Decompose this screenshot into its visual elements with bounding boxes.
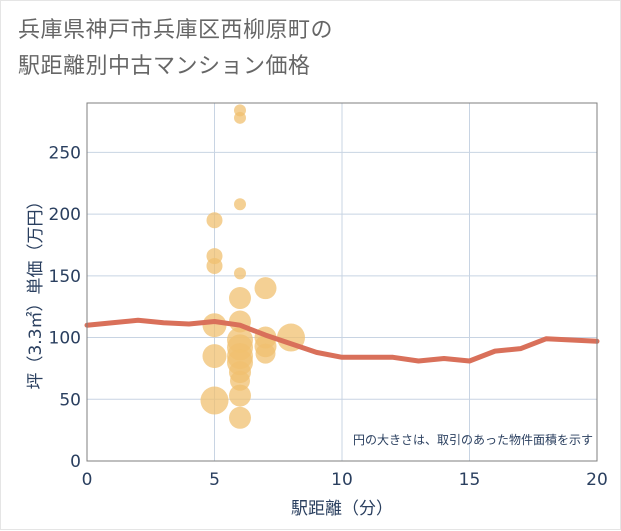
bubble-point xyxy=(234,198,246,211)
bubble-point xyxy=(254,277,277,300)
bubble-point xyxy=(229,287,251,310)
title-line-2: 駅距離別中古マンション価格 xyxy=(18,54,311,79)
bubble-point xyxy=(234,267,246,280)
bubble-point xyxy=(202,344,227,369)
y-tick-label: 150 xyxy=(49,267,81,287)
bubble-point xyxy=(206,212,223,229)
x-tick-label: 20 xyxy=(586,470,608,490)
y-tick-label: 100 xyxy=(49,329,81,349)
bubble-point xyxy=(206,257,223,274)
bubble-point xyxy=(200,386,229,415)
x-axis-ticks: 0 5 10 15 20 xyxy=(82,470,608,490)
plot-border xyxy=(86,102,598,462)
x-axis-title: 駅距離（分） xyxy=(291,499,393,519)
bubble-point xyxy=(230,370,250,391)
y-tick-label: 200 xyxy=(49,205,81,225)
title-line-1: 兵庫県神戸市兵庫区西柳原町の xyxy=(18,18,334,43)
y-tick-label: 50 xyxy=(59,390,81,410)
x-tick-label: 0 xyxy=(82,470,93,490)
bubble-series xyxy=(200,104,305,429)
bubble-point xyxy=(229,406,251,429)
bubble-point xyxy=(255,343,276,364)
bubble-point xyxy=(229,384,251,407)
y-tick-label: 0 xyxy=(70,452,81,472)
gridlines xyxy=(87,103,597,461)
y-axis-title: 坪（3.3㎡）単価（万円） xyxy=(26,192,46,389)
size-annotation: 円の大きさは、取引のあった物件面積を示す xyxy=(353,432,593,447)
bubble-point xyxy=(234,111,246,124)
x-tick-label: 10 xyxy=(331,470,353,490)
x-tick-label: 15 xyxy=(459,470,481,490)
trend-line xyxy=(84,317,600,364)
y-tick-label: 250 xyxy=(49,143,81,163)
x-tick-label: 5 xyxy=(209,470,220,490)
trend-line-series xyxy=(84,317,600,364)
bubble-point xyxy=(202,313,227,338)
y-axis-ticks: 0 50 100 150 200 250 xyxy=(49,143,81,472)
chart-title: 兵庫県神戸市兵庫区西柳原町の 駅距離別中古マンション価格 xyxy=(18,13,578,85)
